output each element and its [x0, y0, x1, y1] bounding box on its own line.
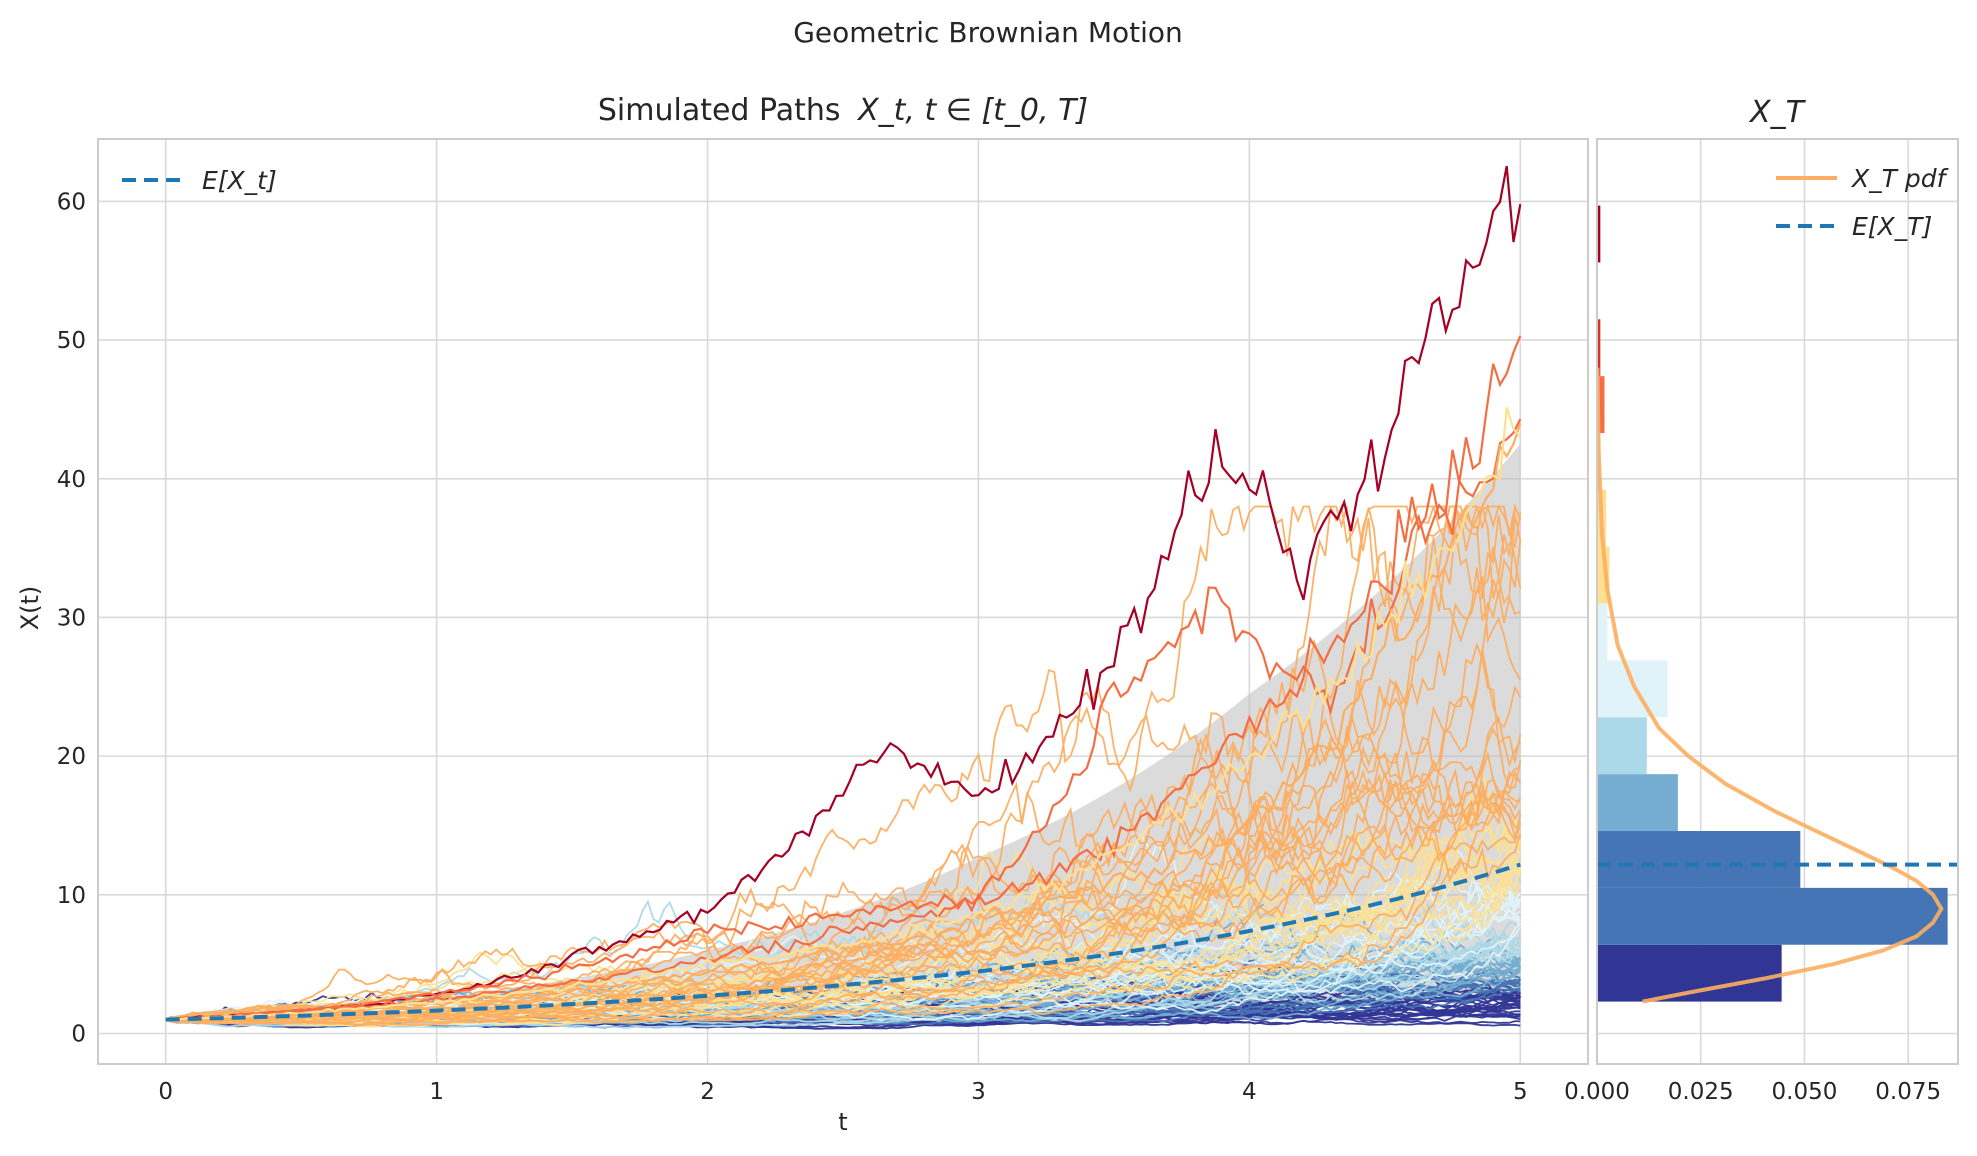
paths-axes-frame	[97, 138, 1589, 1065]
y-tick-label: 0	[71, 1021, 86, 1047]
histogram-bar	[1597, 831, 1801, 888]
highlight-path	[165, 418, 1522, 1021]
pdf-path	[1597, 367, 1944, 1004]
histogram-bar	[1597, 205, 1601, 263]
histogram-x-tick-label: 0.075	[1875, 1079, 1941, 1105]
simulated-path	[165, 727, 1522, 1025]
simulated-path	[165, 770, 1522, 1027]
histogram-bar	[1597, 774, 1678, 832]
histogram-x-tick-label: 0.025	[1668, 1079, 1734, 1105]
histogram-x-tick-label: 0.050	[1772, 1079, 1838, 1105]
histogram-x-tick-label: 0.000	[1564, 1079, 1630, 1105]
paths-title-prefix: Simulated Paths	[598, 93, 841, 128]
legend-terminal-expected-label: E[X_T]	[1852, 212, 1932, 241]
expected-value-line	[165, 862, 1521, 1022]
y-tick-label: 20	[57, 744, 86, 770]
x-tick-label: 2	[700, 1079, 715, 1105]
histogram-bar	[1597, 887, 1948, 945]
y-tick-label: 50	[57, 328, 86, 354]
histogram-legend: X_T pdf E[X_T]	[1776, 164, 1949, 241]
histogram-tick-labels: 0.000 0.025 0.050 0.075	[1564, 1079, 1941, 1105]
simulated-path	[165, 750, 1522, 1021]
simulated-path	[165, 648, 1522, 1024]
pdf-curve	[1597, 367, 1944, 1004]
highlight-path	[165, 407, 1522, 1021]
histogram-title: X_T	[1748, 95, 1807, 130]
y-axis-label: X(t)	[16, 586, 44, 631]
x-axis-label: t	[838, 1108, 847, 1136]
y-tick-label: 60	[57, 189, 86, 215]
paths-legend: E[X_t]	[122, 166, 277, 195]
confidence-band-area	[165, 444, 1521, 1020]
highlight-path	[165, 335, 1522, 1021]
histogram-bar	[1597, 376, 1605, 434]
y-tick-label: 40	[57, 467, 86, 493]
legend-expected-label: E[X_t]	[202, 166, 277, 195]
simulated-paths	[165, 165, 1522, 1030]
y-tick-label: 30	[57, 605, 86, 631]
x-tick-label: 4	[1242, 1079, 1257, 1105]
paths-title-math: X_t, t ∈ [t_0, T]	[856, 93, 1088, 128]
paths-title: Simulated Paths X_t, t ∈ [t_0, T]	[598, 93, 1088, 128]
expected-value-path	[165, 862, 1521, 1022]
legend-pdf-label: X_T pdf	[1850, 164, 1949, 193]
histogram-bars	[1597, 205, 1948, 1002]
x-tick-label: 5	[1513, 1079, 1528, 1105]
simulated-path	[165, 540, 1522, 1026]
simulated-path	[165, 503, 1522, 1023]
histogram-axes-frame	[1596, 138, 1959, 1065]
simulated-path	[165, 641, 1522, 1022]
terminal-distribution-panel: 0.000 0.025 0.050 0.075 X_T X_T pdf E[X_T]	[1564, 95, 1959, 1105]
highlight-path	[165, 422, 1522, 1022]
histogram-bar	[1597, 319, 1601, 377]
figure-suptitle: Geometric Brownian Motion	[793, 16, 1183, 49]
confidence-band	[165, 444, 1521, 1020]
x-tick-label: 1	[429, 1079, 444, 1105]
histogram-bar	[1597, 717, 1647, 775]
x-tick-label: 3	[971, 1079, 986, 1105]
y-tick-label: 10	[57, 883, 86, 909]
x-tick-label: 0	[158, 1079, 173, 1105]
histogram-bar	[1597, 603, 1608, 661]
simulated-path	[165, 782, 1521, 1022]
histogram-bar	[1597, 660, 1668, 718]
